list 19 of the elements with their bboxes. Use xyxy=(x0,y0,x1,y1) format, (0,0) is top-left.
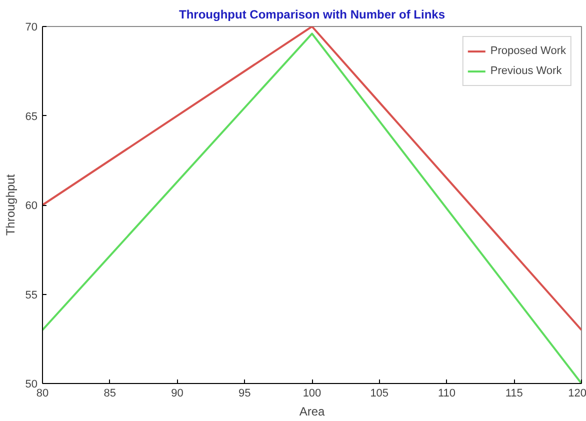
x-tick-label: 120 xyxy=(568,388,586,400)
x-tick-label: 85 xyxy=(104,388,116,400)
y-tick-label: 50 xyxy=(25,378,38,390)
x-tick-label: 95 xyxy=(238,388,251,400)
chart-title: Throughput Comparison with Number of Links xyxy=(179,8,446,22)
y-tick-label: 65 xyxy=(25,110,38,123)
x-tick-label: 115 xyxy=(505,388,523,400)
legend-label: Previous Work xyxy=(490,65,562,77)
y-tick-label: 60 xyxy=(25,200,38,212)
x-tick-label: 105 xyxy=(370,388,389,400)
x-tick-label: 100 xyxy=(302,388,322,400)
x-tick-label: 80 xyxy=(36,388,49,400)
x-axis-title: Area xyxy=(299,404,325,418)
y-tick-label: 70 xyxy=(25,22,38,34)
x-tick-label: 110 xyxy=(438,388,456,400)
x-tick-label: 90 xyxy=(171,388,184,400)
legend-label: Proposed Work xyxy=(490,45,566,57)
y-tick-label: 55 xyxy=(25,289,38,302)
y-axis-title: Throughput xyxy=(3,174,18,236)
